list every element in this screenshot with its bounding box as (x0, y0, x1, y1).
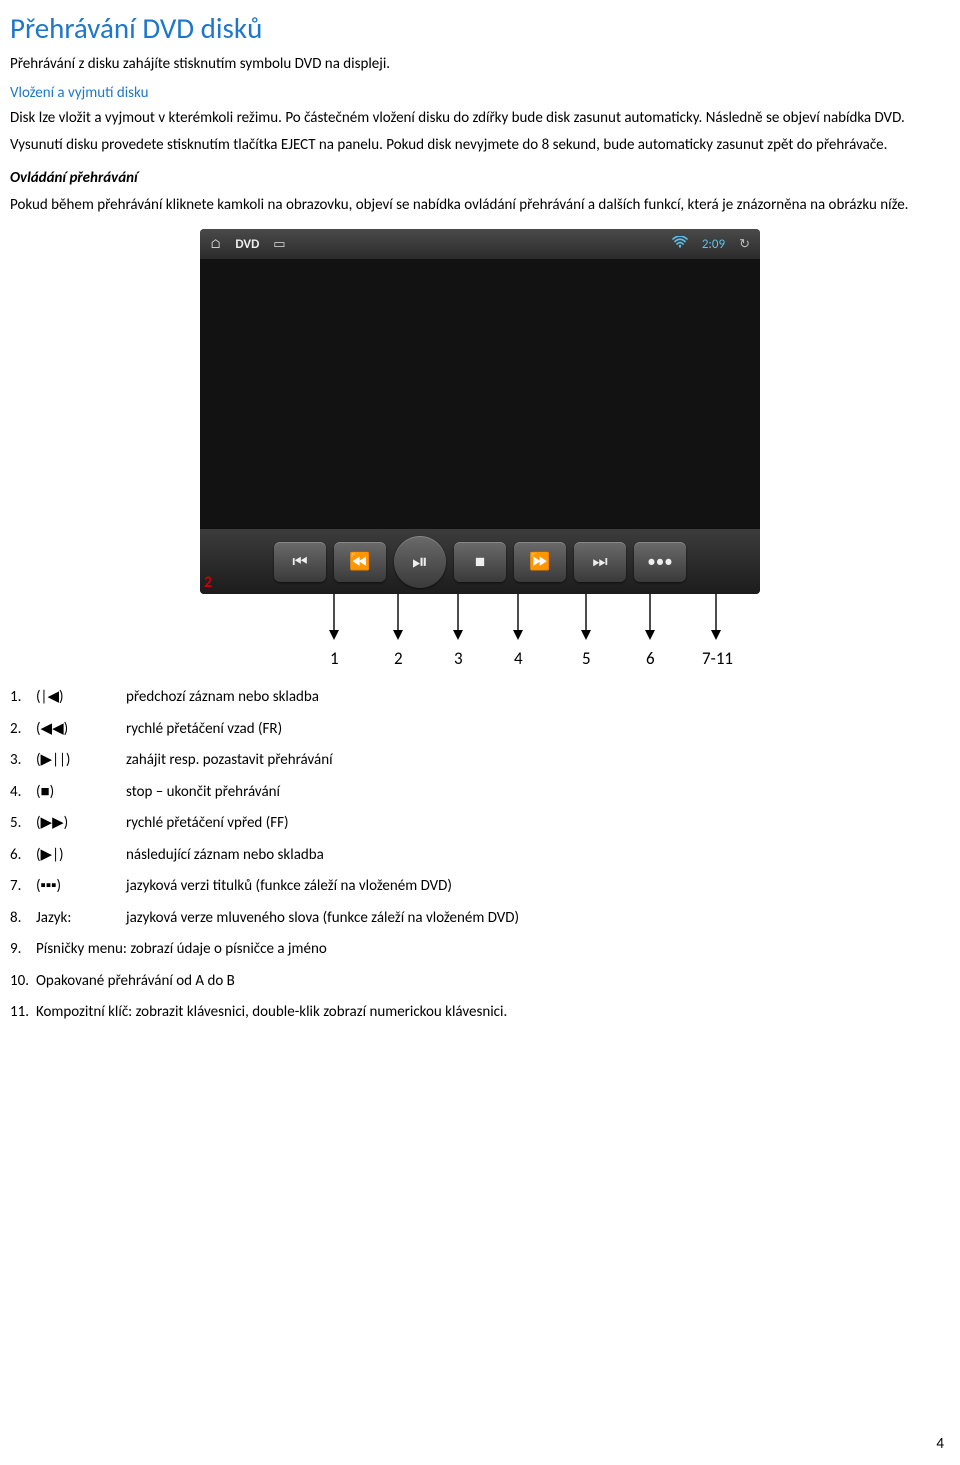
legend-description: jazyková verze mluveného slova (funkce z… (126, 909, 519, 929)
legend-description: jazyková verzi titulků (funkce záleží na… (126, 877, 452, 897)
legend-description: rychlé přetáčení vpřed (FF) (126, 814, 289, 834)
arrow-icon (512, 594, 524, 646)
legend-item: 7.(▪▪▪)jazyková verzi titulků (funkce zá… (10, 877, 950, 897)
legend-symbol: (▶||) (36, 751, 126, 771)
play-pause-button[interactable]: ⏯ (394, 536, 446, 588)
arrow-label: 3 (454, 648, 463, 669)
legend-item: 1.(|◀)předchozí záznam nebo skladba (10, 688, 950, 708)
legend-item: 2.(◀◀)rychlé přetáčení vzad (FR) (10, 720, 950, 740)
page-number: 4 (936, 1435, 944, 1453)
stop-button[interactable]: ■ (454, 542, 506, 582)
legend-item: 8.Jazyk:jazyková verze mluveného slova (… (10, 909, 950, 929)
legend-symbol: (▪▪▪) (36, 877, 126, 897)
legend-description: zahájit resp. pozastavit přehrávání (126, 751, 333, 771)
legend-number: 7. (10, 877, 36, 897)
legend-number: 8. (10, 909, 36, 929)
arrow-label: 4 (514, 648, 523, 669)
legend-item: 10.Opakované přehrávání od A do B (10, 972, 950, 992)
arrow-label: 6 (646, 648, 655, 669)
legend-item: 4.(■)stop – ukončit přehrávání (10, 783, 950, 803)
legend-description: Písničky menu: zobrazí údaje o písničce … (36, 940, 327, 960)
legend-number: 2. (10, 720, 36, 740)
legend-number: 5. (10, 814, 36, 834)
paragraph-3: Pokud během přehrávání kliknete kamkoli … (10, 195, 950, 215)
legend-symbol: Jazyk: (36, 909, 126, 929)
arrow-label: 7-11 (702, 648, 733, 669)
legend-description: předchozí záznam nebo skladba (126, 688, 319, 708)
intro-text: Přehrávání z disku zahájíte stisknutím s… (10, 54, 950, 74)
legend-number: 1. (10, 688, 36, 708)
legend-item: 6.(▶|)následující záznam nebo skladba (10, 846, 950, 866)
red-marker: 2 (204, 573, 212, 592)
legend-description: rychlé přetáčení vzad (FR) (126, 720, 282, 740)
rewind-button[interactable]: ⏪ (334, 542, 386, 582)
next-button[interactable]: ⏭ (574, 542, 626, 582)
arrow-icon (644, 594, 656, 646)
legend-number: 9. (10, 940, 36, 960)
legend-list: 1.(|◀)předchozí záznam nebo skladba 2.(◀◀… (10, 688, 950, 1023)
folder-icon[interactable]: ▭ (273, 237, 285, 252)
legend-description: Kompozitní klíč: zobrazit klávesnici, do… (36, 1003, 507, 1023)
forward-button[interactable]: ⏩ (514, 542, 566, 582)
arrow-labels-row: 1 2 3 4 5 6 7-11 (200, 648, 760, 670)
legend-symbol: (▶|) (36, 846, 126, 866)
legend-number: 6. (10, 846, 36, 866)
section-control-heading: Ovládání přehrávání (10, 169, 950, 187)
legend-number: 11. (10, 1003, 36, 1023)
dvd-player-screenshot: ⌂ DVD ▭ 2:09 ↻ 2 ⏮ ⏪ ⏯ ■ ⏩ ⏭ ••• (200, 229, 760, 594)
player-controls-bar: 2 ⏮ ⏪ ⏯ ■ ⏩ ⏭ ••• (200, 529, 760, 594)
legend-item: 9.Písničky menu: zobrazí údaje o písničc… (10, 940, 950, 960)
legend-number: 3. (10, 751, 36, 771)
legend-item: 3.(▶||)zahájit resp. pozastavit přehrává… (10, 751, 950, 771)
legend-item: 11.Kompozitní klíč: zobrazit klávesnici,… (10, 1003, 950, 1023)
paragraph-1: Disk lze vložit a vyjmout v kterémkoli r… (10, 108, 950, 128)
legend-description: Opakované přehrávání od A do B (36, 972, 235, 992)
player-top-bar: ⌂ DVD ▭ 2:09 ↻ (200, 229, 760, 259)
arrow-row (200, 594, 760, 644)
player-title: DVD (235, 237, 259, 252)
arrow-label: 2 (394, 648, 403, 669)
legend-item: 5.(▶▶)rychlé přetáčení vpřed (FF) (10, 814, 950, 834)
paragraph-2: Vysunutí disku provedete stisknutím tlač… (10, 135, 950, 155)
legend-number: 4. (10, 783, 36, 803)
arrow-icon (710, 594, 722, 646)
legend-description: stop – ukončit přehrávání (126, 783, 280, 803)
player-video-area[interactable] (200, 259, 760, 529)
arrow-icon (392, 594, 404, 646)
prev-button[interactable]: ⏮ (274, 542, 326, 582)
section-insert-heading: Vložení a vyjmutí disku (10, 84, 950, 102)
home-icon[interactable]: ⌂ (210, 237, 221, 252)
arrow-icon (452, 594, 464, 646)
arrow-icon (328, 594, 340, 646)
loop-icon[interactable]: ↻ (739, 237, 750, 252)
player-clock: 2:09 (702, 237, 725, 252)
legend-symbol: (▶▶) (36, 814, 126, 834)
legend-symbol: (■) (36, 783, 126, 803)
legend-symbol: (◀◀) (36, 720, 126, 740)
arrow-icon (580, 594, 592, 646)
legend-symbol: (|◀) (36, 688, 126, 708)
arrow-label: 5 (582, 648, 591, 669)
arrow-label: 1 (330, 648, 339, 669)
wifi-icon (672, 236, 688, 252)
legend-number: 10. (10, 972, 36, 992)
page-title: Přehrávání DVD disků (10, 10, 950, 46)
more-button[interactable]: ••• (634, 542, 686, 582)
legend-description: následující záznam nebo skladba (126, 846, 324, 866)
